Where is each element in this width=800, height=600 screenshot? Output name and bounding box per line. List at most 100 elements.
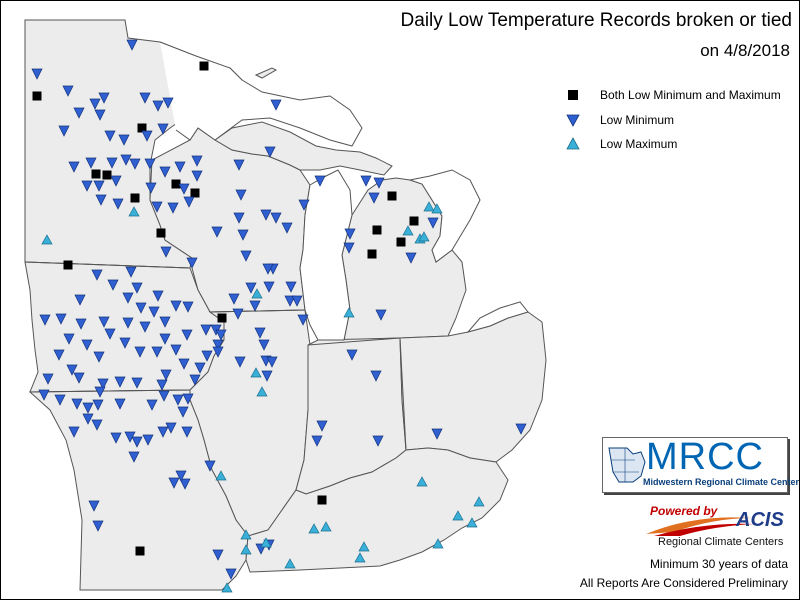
rcc-text: Regional Climate Centers (658, 536, 784, 548)
low-minimum-marker (134, 346, 146, 358)
low-minimum-marker (73, 107, 85, 119)
low-minimum-marker (177, 406, 189, 418)
low-minimum-marker (110, 175, 122, 187)
low-minimum-marker (104, 328, 116, 340)
low-minimum-marker (170, 300, 182, 312)
blue-down-triangle-icon (566, 114, 580, 127)
low-maximum-marker (215, 470, 227, 481)
low-minimum-marker (375, 309, 387, 321)
low-minimum-marker (234, 356, 246, 368)
low-minimum-marker (233, 212, 245, 224)
low-minimum-marker (156, 379, 168, 391)
low-minimum-marker (151, 201, 163, 213)
both-record-marker (199, 61, 209, 71)
low-minimum-marker (82, 402, 94, 414)
low-minimum-marker (159, 316, 171, 328)
low-minimum-marker (89, 98, 101, 110)
midwest-states-icon (608, 447, 646, 483)
low-minimum-marker (131, 282, 143, 294)
low-minimum-marker (344, 228, 356, 240)
footer-preliminary: All Reports Are Considered Preliminary (579, 576, 788, 590)
low-maximum-marker (240, 529, 252, 540)
lake-huron (408, 169, 481, 263)
low-minimum-marker (139, 321, 151, 333)
low-minimum-marker (145, 182, 157, 194)
low-minimum-marker (81, 339, 93, 351)
low-minimum-marker (119, 337, 131, 349)
low-minimum-markers (31, 39, 527, 580)
low-minimum-marker (373, 177, 385, 189)
low-minimum-marker (157, 123, 169, 135)
acis-logo: Powered by ACIS Regional Climate Centers (634, 504, 794, 552)
low-minimum-marker (298, 199, 310, 211)
low-minimum-marker (94, 109, 106, 121)
low-minimum-marker (63, 333, 75, 345)
low-minimum-marker (68, 161, 80, 173)
low-minimum-marker (311, 435, 323, 447)
both-markers (32, 61, 419, 556)
low-minimum-marker (297, 314, 309, 326)
low-minimum-marker (264, 146, 276, 158)
low-minimum-marker (92, 520, 104, 532)
map-title: Daily Low Temperature Records broken or … (400, 10, 792, 31)
low-minimum-marker (74, 294, 86, 306)
low-maximum-marker (432, 538, 444, 549)
low-maximum-marker (402, 225, 414, 236)
low-minimum-marker (346, 349, 358, 361)
low-maximum-marker (260, 537, 272, 548)
low-minimum-marker (291, 295, 303, 307)
low-minimum-marker (204, 460, 216, 472)
low-maximum-marker (240, 544, 252, 555)
low-minimum-marker (122, 292, 134, 304)
mrcc-full-name: Midwestern Regional Climate Center (643, 477, 800, 487)
both-record-marker (135, 546, 145, 556)
low-minimum-marker (159, 166, 171, 178)
low-minimum-marker (131, 436, 143, 448)
both-record-marker (387, 191, 397, 201)
low-minimum-marker (58, 125, 70, 137)
low-minimum-marker (211, 226, 223, 238)
low-minimum-marker (81, 180, 93, 192)
low-minimum-marker (107, 279, 119, 291)
low-minimum-marker (148, 306, 160, 318)
low-minimum-marker (368, 192, 380, 204)
lake-michigan (299, 169, 353, 341)
low-minimum-marker (114, 398, 126, 410)
low-minimum-marker (82, 413, 94, 425)
low-minimum-marker (186, 257, 198, 269)
both-record-marker (130, 193, 140, 203)
low-maximum-marker (354, 552, 366, 563)
low-maximum-marker (320, 521, 332, 532)
low-minimum-marker (178, 358, 190, 370)
low-minimum-marker (284, 295, 296, 307)
low-maximum-marker (452, 510, 464, 521)
low-minimum-marker (98, 92, 110, 104)
low-minimum-marker (183, 196, 195, 208)
low-minimum-marker (159, 333, 171, 345)
both-record-marker (156, 228, 166, 238)
low-minimum-marker (62, 85, 74, 97)
low-minimum-marker (42, 373, 54, 385)
low-minimum-marker (106, 157, 118, 169)
low-minimum-marker (228, 293, 240, 305)
legend-label-low-minimum: Low Minimum (600, 112, 675, 127)
low-minimum-marker (314, 175, 326, 187)
mrcc-wordmark: MRCC (646, 436, 764, 478)
low-maximum-marker (284, 558, 296, 569)
acis-wordmark: ACIS (736, 509, 784, 531)
low-minimum-marker (235, 189, 247, 201)
low-minimum-marker (343, 242, 355, 254)
low-minimum-marker (91, 269, 103, 281)
low-minimum-marker (249, 300, 261, 312)
low-minimum-marker (93, 351, 105, 363)
low-minimum-marker (258, 339, 270, 351)
low-minimum-marker (126, 39, 138, 51)
low-minimum-marker (129, 158, 141, 170)
low-minimum-marker (88, 500, 100, 512)
region-iowa (24, 261, 225, 393)
legend-label-low-maximum: Low Maximum (600, 137, 678, 151)
low-minimum-marker (168, 477, 180, 489)
both-record-marker (32, 91, 42, 101)
low-minimum-marker (189, 374, 201, 386)
